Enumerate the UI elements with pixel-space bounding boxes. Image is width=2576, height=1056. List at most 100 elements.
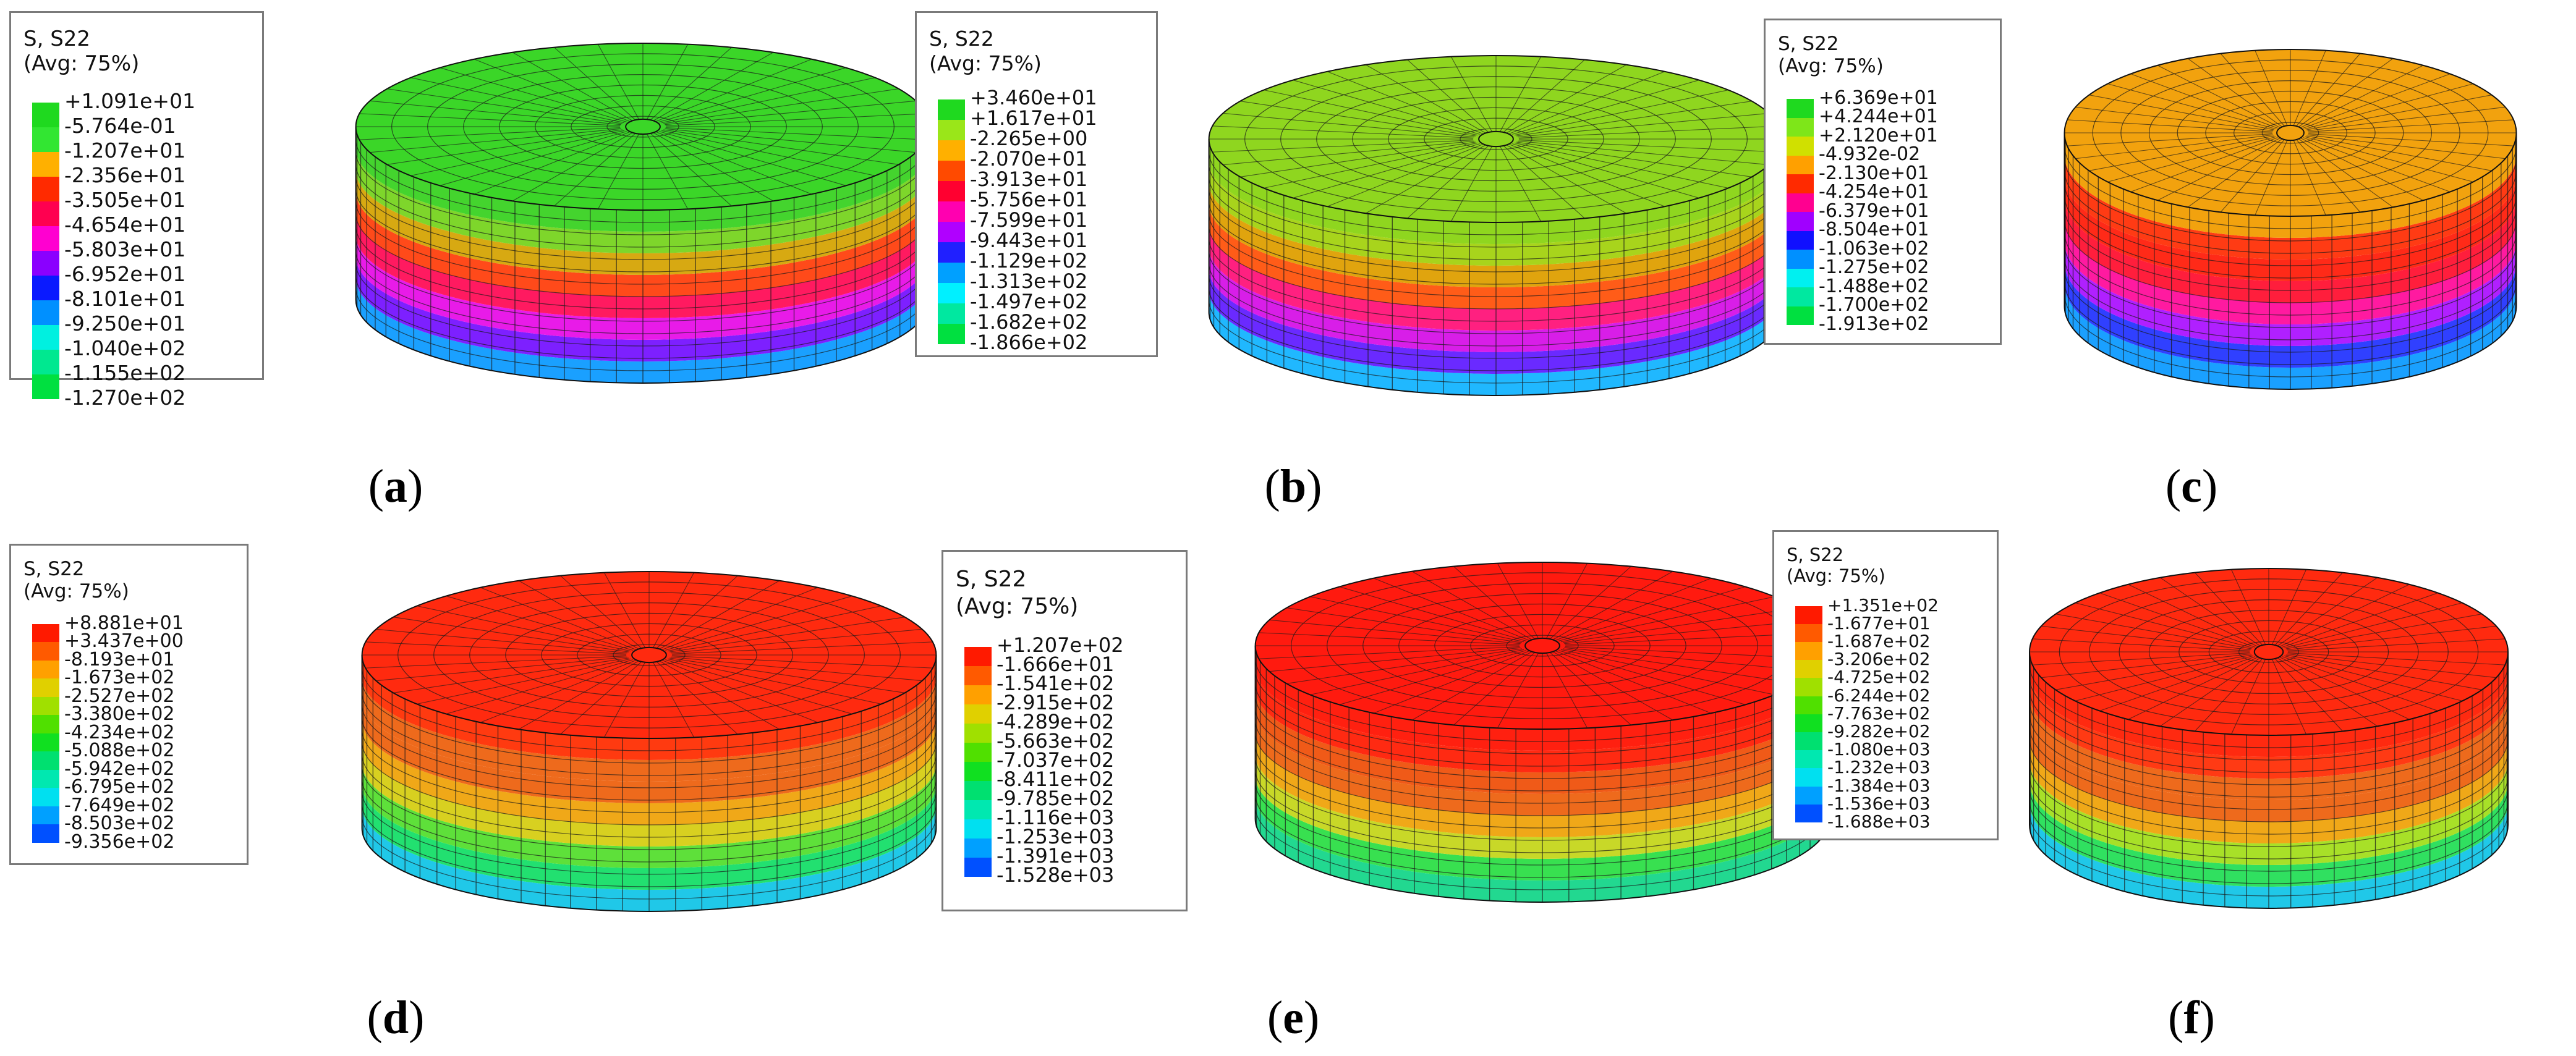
mesh-line <box>1209 262 1783 347</box>
center-hole <box>2276 124 2305 142</box>
mesh-line <box>410 130 625 176</box>
mesh-line <box>1310 596 1524 643</box>
mesh-line <box>671 641 933 654</box>
center-hole <box>1478 130 1514 148</box>
legend-value: -9.356e+02 <box>64 830 175 853</box>
mesh-line <box>2029 775 2509 860</box>
mesh-line <box>1552 651 1673 720</box>
mesh-line <box>656 575 738 649</box>
legend-swatch <box>964 704 992 724</box>
mesh-line <box>2055 614 2252 649</box>
legend-title: S, S22 <box>1787 544 1844 565</box>
side-band <box>1209 139 1783 244</box>
cylinder-model <box>361 571 937 912</box>
mesh-line <box>1209 237 1783 322</box>
legend: S, S22 (Avg: 75%) +6.369e+01 +4.244e+01 +2… <box>1764 19 2002 345</box>
legend-value: -6.795e+02 <box>64 776 175 798</box>
legend-swatch <box>964 685 992 704</box>
legend-value: -1.207e+01 <box>64 138 186 163</box>
mesh-line <box>2029 750 2509 835</box>
side-band <box>2064 154 2517 260</box>
legend-value: -1.253e+03 <box>997 825 1115 849</box>
legend-swatch <box>32 806 59 825</box>
side-band <box>362 741 937 847</box>
legend-swatch <box>32 660 59 679</box>
legend-value: -8.101e+01 <box>64 287 186 311</box>
side-band <box>2030 674 2508 779</box>
mesh-line <box>1327 71 1483 134</box>
mesh-line <box>2187 58 2283 127</box>
legend-value: -4.654e+01 <box>64 213 186 237</box>
mesh-line <box>2064 243 2517 328</box>
side-band <box>355 127 930 232</box>
mesh-line <box>2029 676 2509 761</box>
mesh-line <box>1453 566 1536 640</box>
side-band <box>1255 732 1830 837</box>
mesh-line <box>1407 145 1489 219</box>
legend-swatch <box>938 303 965 324</box>
legend-swatch <box>964 819 992 838</box>
mesh-line <box>355 250 930 334</box>
mesh-line <box>2271 658 2307 735</box>
mesh-line <box>659 661 780 730</box>
side-band <box>362 806 937 911</box>
mesh-line <box>2159 577 2261 646</box>
legend-value: -1.682e+02 <box>970 310 1088 334</box>
mesh-line <box>1503 59 1585 133</box>
legend-avg: (Avg: 75%) <box>23 51 140 76</box>
mesh-line <box>2274 657 2343 732</box>
mesh-line <box>1212 140 1474 153</box>
legend-swatch <box>1795 786 1822 805</box>
legend-value: -7.599e+01 <box>970 208 1088 232</box>
legend-swatch <box>1795 804 1822 822</box>
side-band <box>1255 754 1830 859</box>
mesh-line <box>2195 572 2263 646</box>
legend-value: -5.756e+01 <box>970 188 1088 212</box>
mesh-line <box>1560 596 1775 643</box>
mesh-line <box>2075 106 2274 132</box>
mesh-line <box>1503 145 1585 219</box>
mesh-line <box>370 100 621 125</box>
side-band <box>1255 667 1830 772</box>
legend-swatch <box>1795 606 1822 624</box>
mesh-line <box>2032 638 2250 651</box>
mesh-line <box>1339 650 1526 705</box>
mesh-line <box>667 658 882 704</box>
mesh-line <box>2099 656 2256 711</box>
legend-value: -1.700e+02 <box>1819 294 1929 316</box>
mesh-line <box>1327 144 1483 207</box>
mesh-line <box>1545 652 1588 729</box>
legend-swatch <box>32 152 59 177</box>
legend: S, S22 (Avg: 75%) +1.351e+02 -1.677e+01 -1… <box>1772 530 1999 840</box>
legend-swatch <box>32 127 59 152</box>
legend-swatch <box>964 838 992 858</box>
mesh-line <box>2064 256 2517 340</box>
mesh-line <box>2284 602 2463 649</box>
mesh-line <box>1411 571 1532 640</box>
mesh-line <box>362 679 937 764</box>
mesh-line <box>518 580 639 649</box>
mesh-line <box>1209 287 1783 371</box>
legend-value: +3.460e+01 <box>970 86 1097 110</box>
mesh-line <box>1259 646 1520 659</box>
mesh-line <box>355 213 930 297</box>
mesh-line <box>2287 638 2506 651</box>
mesh-line <box>2230 658 2266 735</box>
mesh-line <box>446 659 633 714</box>
mesh-line <box>2293 50 2326 127</box>
mesh-line <box>2064 231 2517 316</box>
side-band <box>2030 717 2508 822</box>
mesh-line <box>362 704 937 788</box>
cylinder-model <box>1254 562 1830 903</box>
legend-swatch <box>32 715 59 733</box>
legend-value: -5.803e+01 <box>64 237 186 262</box>
legend-value: -7.037e+02 <box>997 748 1115 772</box>
mesh-line <box>355 163 930 248</box>
legend-swatch <box>1795 696 1822 714</box>
legend-value: -1.232e+03 <box>1827 757 1931 778</box>
side-band <box>362 677 937 782</box>
mesh-line <box>1240 142 1476 177</box>
mesh-line <box>554 47 636 121</box>
legend-value: -1.116e+03 <box>997 806 1115 830</box>
mesh-line <box>1549 566 1631 640</box>
